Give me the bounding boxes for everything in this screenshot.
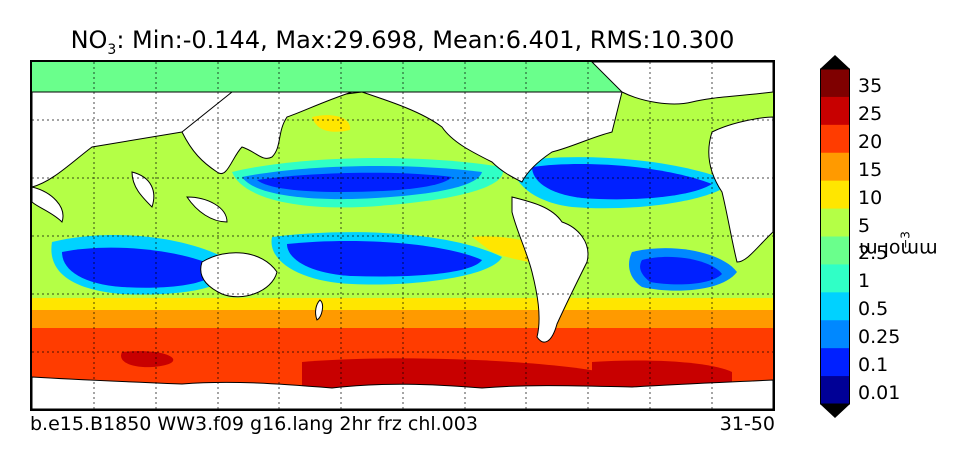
australia — [200, 252, 278, 298]
plot-title: NO3: Min:-0.144, Max:29.698, Mean:6.401,… — [30, 26, 775, 58]
africa-east-edge — [32, 186, 64, 223]
colorbar-segment — [820, 208, 850, 237]
sa-gyre-core — [640, 256, 722, 285]
colorbar-segment — [820, 264, 850, 293]
colorbar-segment — [820, 152, 850, 182]
south-america — [511, 196, 589, 343]
colorbar-tick-label: 35 — [858, 74, 883, 97]
colorbar-segment — [820, 69, 850, 98]
colorbar-segment — [820, 124, 850, 154]
colorbar-segment — [820, 320, 850, 349]
colorbar-segment — [820, 292, 850, 321]
colorbar-segments — [820, 69, 850, 405]
colorbar-tick-label: 1 — [858, 270, 871, 293]
colorbar-segment — [820, 96, 850, 126]
colorbar-tick-label: 20 — [858, 130, 883, 153]
colorbar-tick-label: 2.5 — [858, 242, 889, 265]
patch-25-b — [302, 358, 612, 392]
africa-europe-west — [708, 116, 773, 263]
sp-gyre-core — [287, 240, 482, 277]
na-gyre-core — [532, 163, 712, 200]
colorbar-tick-label: 0.5 — [858, 298, 889, 321]
map-panel — [30, 60, 775, 411]
run-name-label: b.e15.B1850 WW3.f09 g16.lang 2hr frz chl… — [30, 413, 478, 435]
colorbar-tick-label: 0.25 — [858, 326, 901, 349]
colorbar-segment — [820, 348, 850, 377]
title-stats: : Min:-0.144, Max:29.698, Mean:6.401, RM… — [116, 26, 735, 54]
colorbar-units: mmol m −3 — [859, 231, 937, 260]
title-prefix: NO — [70, 26, 108, 54]
colorbar-border — [820, 68, 850, 405]
colorbar — [820, 55, 850, 418]
years-label: 31-50 — [719, 413, 775, 435]
colorbar-tick-label: 0.01 — [858, 382, 901, 405]
colorbar-tick-label: 5 — [858, 214, 871, 237]
title-subscript: 3 — [107, 41, 117, 58]
se-asia — [186, 196, 228, 223]
units-text: mmol m −3 — [859, 231, 938, 260]
grid — [32, 62, 773, 409]
colorbar-extend-bottom — [820, 404, 850, 418]
greenland — [591, 62, 773, 105]
east-asia — [181, 91, 353, 175]
colorbar-tick-label: 0.1 — [858, 354, 889, 377]
colorbar-extend-top — [820, 55, 850, 69]
io-gyre-core — [62, 247, 217, 288]
colorbar-tick-label: 25 — [858, 102, 883, 125]
colorbar-tick-label: 15 — [858, 158, 883, 181]
colorbar-segment — [820, 180, 850, 210]
india — [131, 171, 155, 208]
nitrate-map — [32, 62, 773, 409]
patch-25-a — [121, 351, 174, 368]
colorbar-segment — [820, 236, 850, 265]
north-america — [361, 91, 623, 183]
colorbar-tick-label: 10 — [858, 186, 883, 209]
colorbar-segment — [820, 376, 850, 405]
new-zealand — [315, 299, 324, 321]
